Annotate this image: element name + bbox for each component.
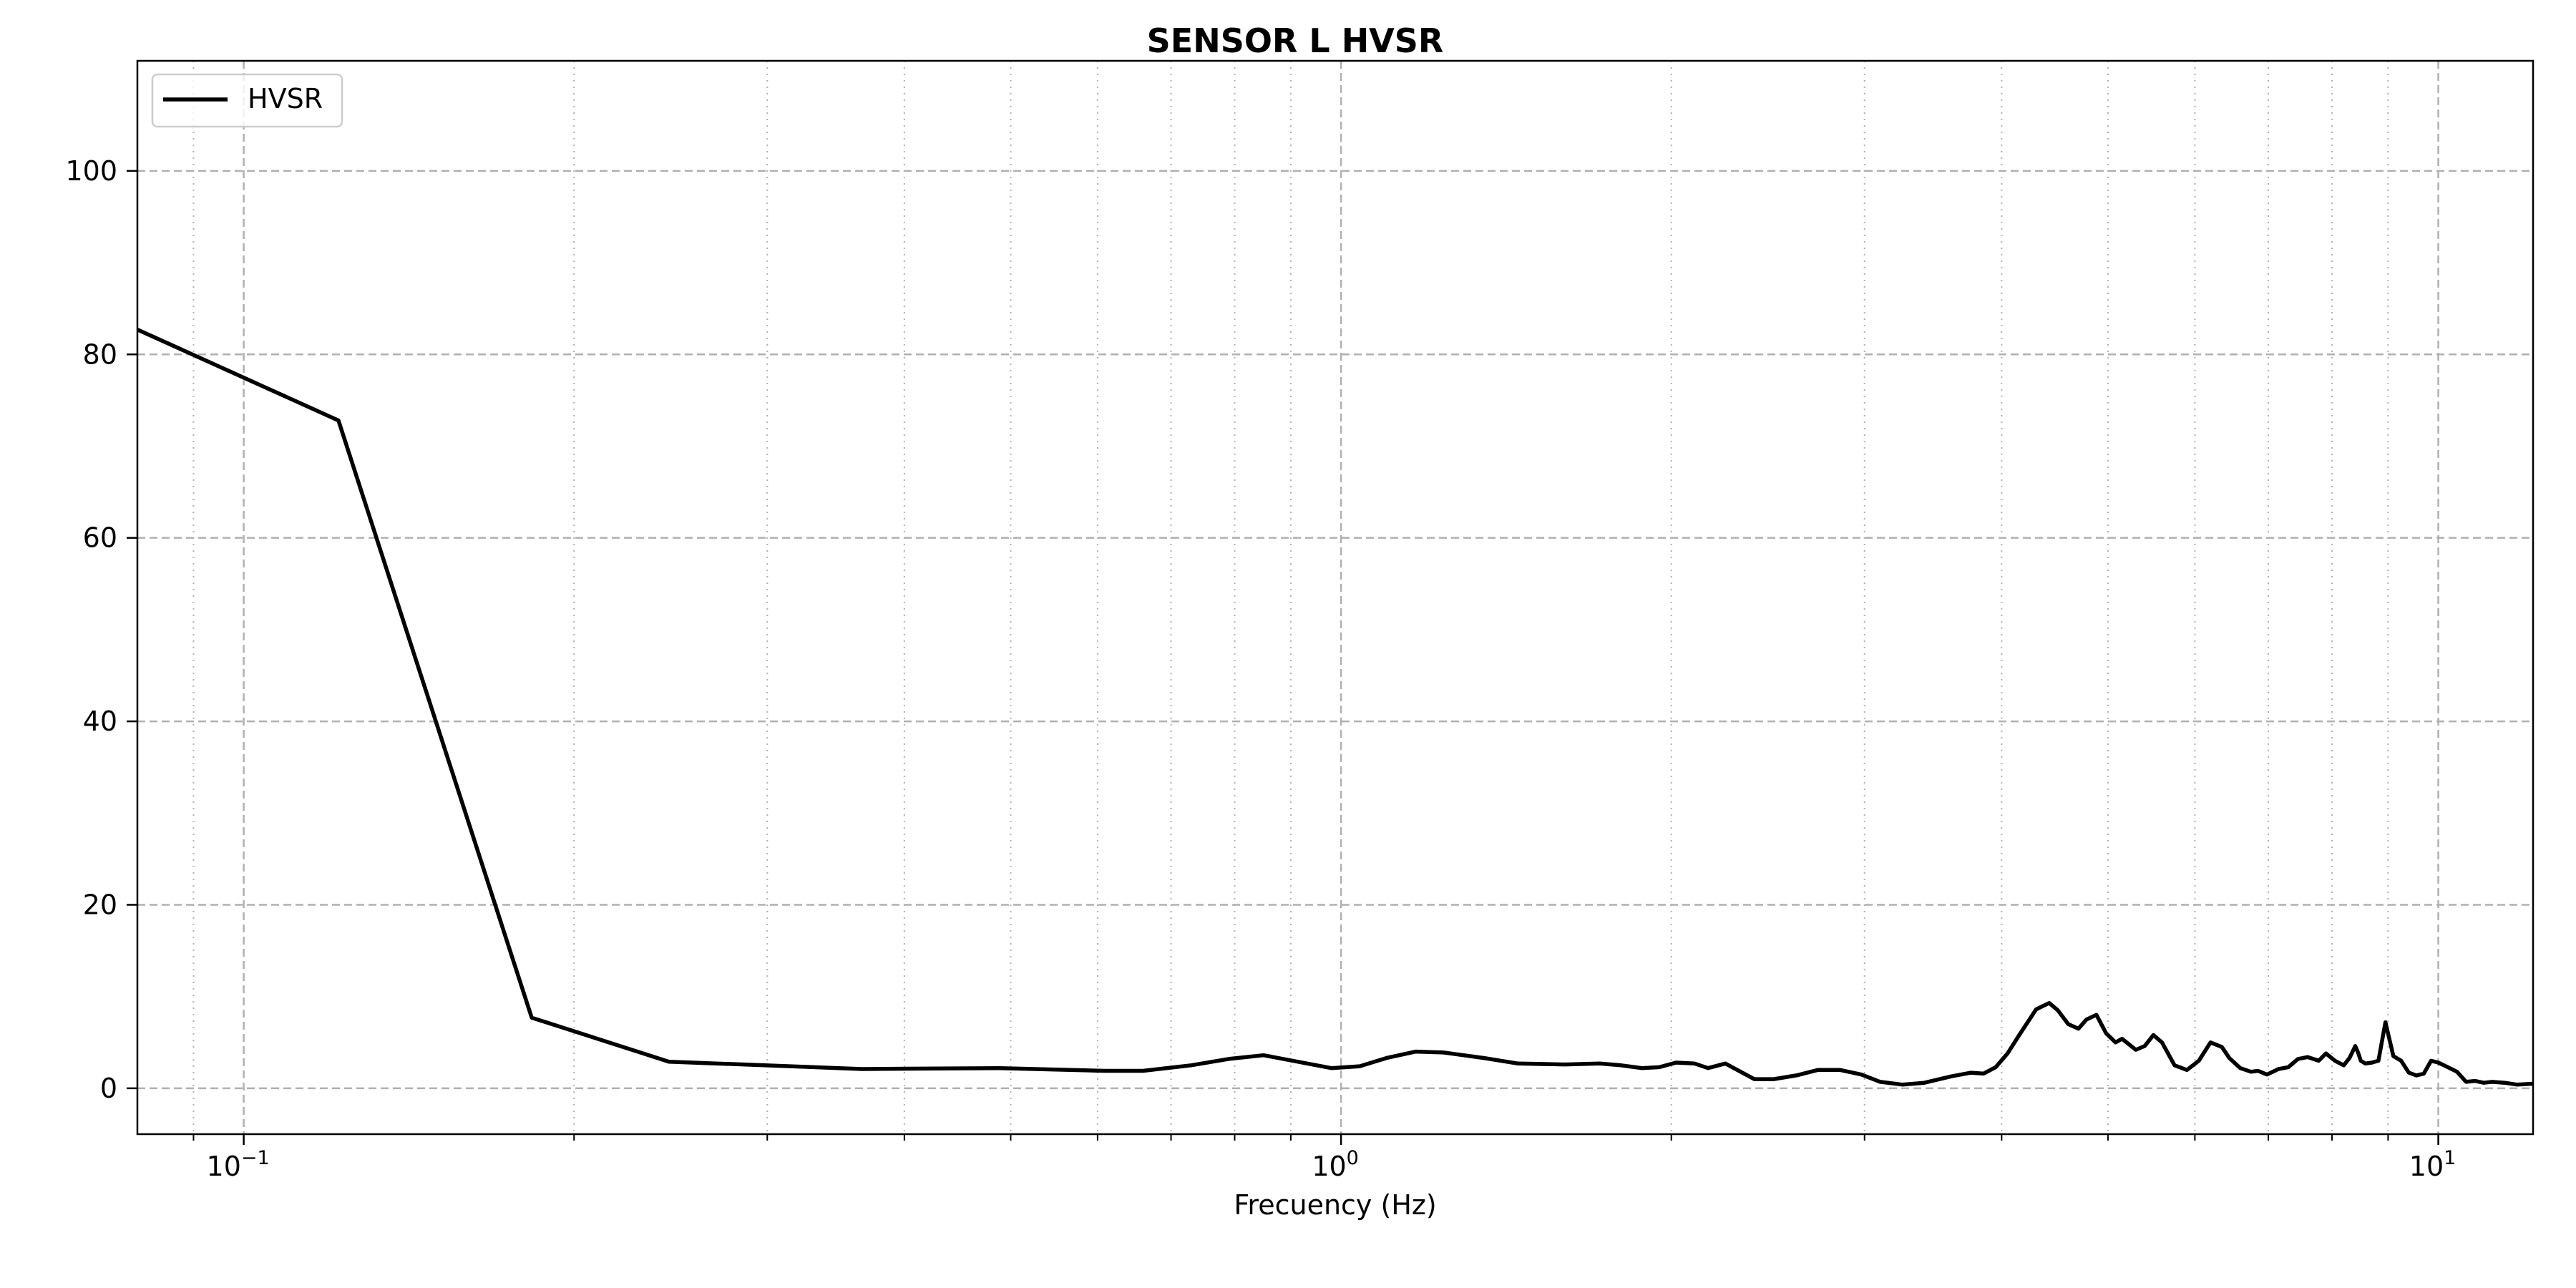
y-tick-label: 80 <box>83 338 117 370</box>
y-tick-label: 0 <box>100 1073 117 1104</box>
y-tick-label: 100 <box>65 155 117 187</box>
plot-frame <box>136 59 2534 1136</box>
legend: HVSR <box>151 73 343 128</box>
y-tick-label: 60 <box>83 522 117 554</box>
x-axis-label: Frecuency (Hz) <box>1234 1189 1436 1221</box>
legend-label: HVSR <box>248 83 323 114</box>
data-layer <box>137 327 2533 1087</box>
hvsr-series-line <box>137 327 2533 1087</box>
x-tick-label: 10−1 <box>207 1147 270 1182</box>
legend-box <box>151 73 343 128</box>
chart-title: SENSOR L HVSR <box>1147 21 1444 60</box>
y-tick-label: 20 <box>83 889 117 920</box>
grid <box>137 61 2533 1134</box>
y-tick-label: 40 <box>83 706 117 737</box>
